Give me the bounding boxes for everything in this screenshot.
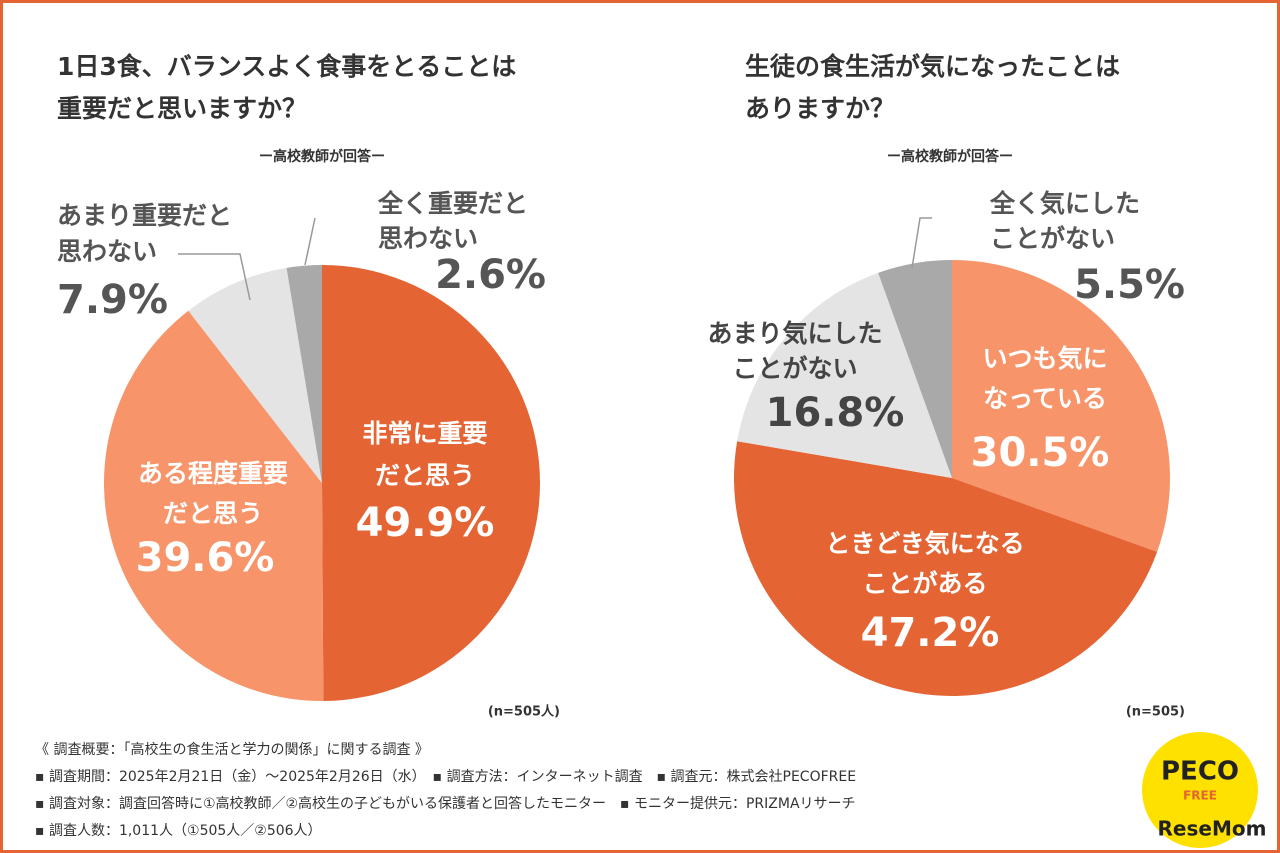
chart-subtitle: ー高校教師が回答ー <box>887 148 1013 165</box>
sample-note: (n=505人) <box>488 704 560 720</box>
pie-slice <box>733 441 1158 697</box>
logo-brand-sub: FREE <box>1183 789 1217 803</box>
footer-line: ▪ 調査人数：1,011人（①505人／②506人） <box>35 823 322 839</box>
slice-label: 全く重要だと <box>377 189 528 218</box>
pie-slice <box>104 310 324 701</box>
chart-subtitle: ー高校教師が回答ー <box>259 148 385 165</box>
pie-slice <box>286 265 322 483</box>
slice-label: 思わない <box>57 237 157 266</box>
footer-line: ▪ 調査対象：調査回答時に①高校教師／②高校生の子どもがいる保護者と回答したモニ… <box>35 795 856 812</box>
sample-note: (n=505) <box>1126 705 1185 720</box>
slice-label: 全く気にした <box>989 189 1140 218</box>
chart-title: 1日3食、バランスよく食事をとることは <box>57 52 516 81</box>
footer-line: 《 調査概要：「高校生の食生活と学力の関係」に関する調査 》 <box>35 741 429 758</box>
value-label: 47.2% <box>861 610 1000 656</box>
leader-line <box>304 217 316 266</box>
logo-site: ReseMom <box>1158 817 1267 841</box>
value-label: 30.5% <box>971 430 1110 476</box>
logo-circle <box>1142 732 1258 848</box>
chart-title: 重要だと思いますか？ <box>57 94 307 123</box>
value-label: 39.6% <box>136 535 275 581</box>
logo-brand: PECO <box>1161 757 1239 787</box>
footer-line: ▪ 調査期間：2025年2月21日（金）〜2025年2月26日（水） ▪ 調査方… <box>35 769 856 785</box>
slice-label: ことがある <box>862 569 987 598</box>
chart-title: ありますか？ <box>745 94 895 123</box>
pie-slice <box>952 260 1171 552</box>
slice-label: あまり重要だと <box>57 201 232 230</box>
slice-label: いつも気に <box>982 344 1107 373</box>
value-label: 16.8% <box>766 390 905 436</box>
slice-label: だと思う <box>163 499 263 528</box>
pie-slice <box>878 260 952 478</box>
pie-slice <box>188 267 322 483</box>
pie-slice <box>737 272 952 478</box>
leader-line <box>911 217 932 269</box>
slice-label: 非常に重要 <box>362 419 487 448</box>
slice-label: 思わない <box>378 224 478 253</box>
slice-label: だと思う <box>375 461 475 490</box>
slice-label: なっている <box>983 384 1107 413</box>
pie-slice <box>322 265 540 701</box>
value-label: 7.9% <box>57 277 168 323</box>
leader-line <box>178 253 251 301</box>
value-label: 49.9% <box>356 500 495 546</box>
slice-label: ことがない <box>990 224 1115 253</box>
slice-label: ときどき気になる <box>825 529 1024 558</box>
value-label: 5.5% <box>1074 262 1185 308</box>
chart-title: 生徒の食生活が気になったことは <box>745 52 1120 81</box>
value-label: 2.6% <box>435 252 546 298</box>
slice-label: ある程度重要 <box>138 459 288 488</box>
slice-label: あまり気にした <box>707 319 882 348</box>
slice-label: ことがない <box>732 354 857 383</box>
